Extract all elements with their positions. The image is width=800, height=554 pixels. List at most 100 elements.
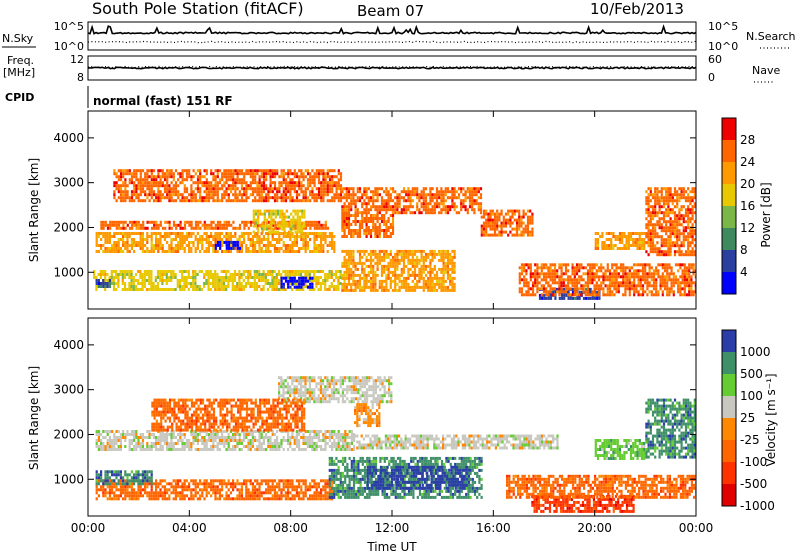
heatmap-cell: [322, 223, 325, 227]
heatmap-cell: [185, 187, 189, 191]
heatmap-cell: [161, 247, 164, 250]
heatmap-cell: [106, 241, 109, 244]
heatmap-cell: [313, 178, 316, 182]
heatmap-cell: [166, 184, 169, 188]
heatmap-cell: [396, 276, 399, 280]
heatmap-cell: [556, 281, 559, 285]
heatmap-cell: [660, 199, 663, 203]
heatmap-cell: [424, 285, 428, 289]
heatmap-cell: [269, 285, 272, 288]
colorbar-tick-label: 16: [740, 199, 755, 213]
heatmap-cell: [117, 196, 120, 200]
heatmap-cell: [283, 221, 286, 225]
heatmap-cell: [451, 267, 454, 271]
heatmap-cell: [126, 232, 129, 235]
heatmap-cell: [155, 223, 158, 227]
heatmap-cell: [219, 240, 222, 244]
heatmap-cell: [534, 281, 537, 285]
heatmap-cell: [531, 230, 534, 234]
heatmap-cell: [155, 247, 158, 250]
heatmap-cell: [680, 208, 683, 212]
heatmap-cell: [522, 230, 525, 234]
heatmap-cell: [669, 223, 672, 227]
heatmap-cell: [491, 209, 494, 213]
heatmap-cell: [111, 244, 114, 247]
heatmap-cell: [95, 445, 98, 448]
heatmap-cell: [662, 226, 666, 230]
heatmap-cell: [402, 285, 406, 289]
heatmap-cell: [464, 208, 467, 212]
heatmap-cell: [302, 232, 305, 235]
heatmap-cell: [594, 232, 597, 235]
heatmap-cell: [304, 238, 307, 241]
heatmap-cell: [154, 276, 157, 279]
heatmap-cell: [345, 196, 348, 200]
heatmap-cell: [220, 282, 223, 285]
heatmap-cell: [405, 249, 408, 253]
heatmap-cell: [628, 272, 631, 276]
heatmap-cell: [236, 238, 239, 241]
heatmap-cell: [602, 272, 605, 276]
heatmap-cell: [527, 290, 530, 294]
heatmap-cell: [651, 235, 655, 239]
heatmap-cell: [687, 235, 690, 239]
heatmap-cell: [369, 217, 373, 220]
heatmap-cell: [529, 278, 532, 282]
heatmap-cell: [413, 252, 417, 256]
heatmap-cell: [693, 244, 696, 248]
heatmap-cell: [343, 276, 346, 280]
heatmap-cell: [258, 190, 261, 194]
heatmap-cell: [100, 282, 103, 285]
heatmap-cell: [383, 249, 386, 253]
heatmap-cell: [358, 273, 362, 277]
heatmap-cell: [133, 172, 136, 176]
heatmap-cell: [311, 220, 314, 224]
heatmap-cell: [575, 284, 579, 288]
heatmap-cell: [407, 249, 410, 253]
heatmap-cell: [152, 232, 155, 235]
heatmap-cell: [225, 220, 228, 224]
heatmap-cell: [347, 282, 351, 286]
heatmap-cell: [122, 244, 125, 247]
heatmap-cell: [394, 276, 397, 280]
heatmap-cell: [435, 282, 439, 286]
heatmap-cell: [496, 215, 499, 219]
heatmap-cell: [449, 190, 452, 194]
heatmap-cell: [168, 175, 171, 179]
heatmap-cell: [333, 184, 336, 188]
heatmap-cell: [299, 273, 303, 276]
heatmap-cell: [212, 220, 215, 224]
heatmap-cell: [438, 193, 441, 197]
heatmap-cell: [174, 181, 178, 185]
heatmap-cell: [520, 272, 524, 276]
heatmap-cell: [649, 238, 652, 242]
heatmap-cell: [289, 169, 292, 173]
heatmap-cell: [442, 288, 445, 292]
heatmap-cell: [567, 275, 570, 279]
heatmap-cell: [420, 252, 423, 256]
heatmap-cell: [424, 252, 428, 256]
heatmap-cell: [166, 187, 169, 191]
heatmap-cell: [347, 264, 351, 268]
heatmap-cell: [227, 187, 230, 191]
heatmap-cell: [680, 205, 683, 209]
heatmap-cell: [199, 196, 202, 200]
heatmap-cell: [553, 293, 557, 297]
heatmap-cell: [265, 175, 268, 179]
heatmap-cell: [600, 266, 603, 270]
heatmap-cell: [624, 275, 627, 279]
heatmap-cell: [337, 288, 340, 291]
heatmap-cell: [179, 241, 182, 244]
heatmap-cell: [317, 244, 320, 247]
heatmap-cell: [225, 175, 228, 179]
heatmap-cell: [179, 226, 182, 230]
heatmap-cell: [542, 284, 546, 288]
heatmap-cell: [214, 187, 217, 191]
heatmap-cell: [574, 296, 577, 300]
heatmap-cell: [680, 241, 683, 245]
heatmap-cell: [682, 229, 685, 233]
heatmap-cell: [150, 184, 153, 188]
heatmap-cell: [276, 238, 279, 241]
heatmap-cell: [649, 232, 652, 236]
heatmap-cell: [311, 285, 314, 289]
